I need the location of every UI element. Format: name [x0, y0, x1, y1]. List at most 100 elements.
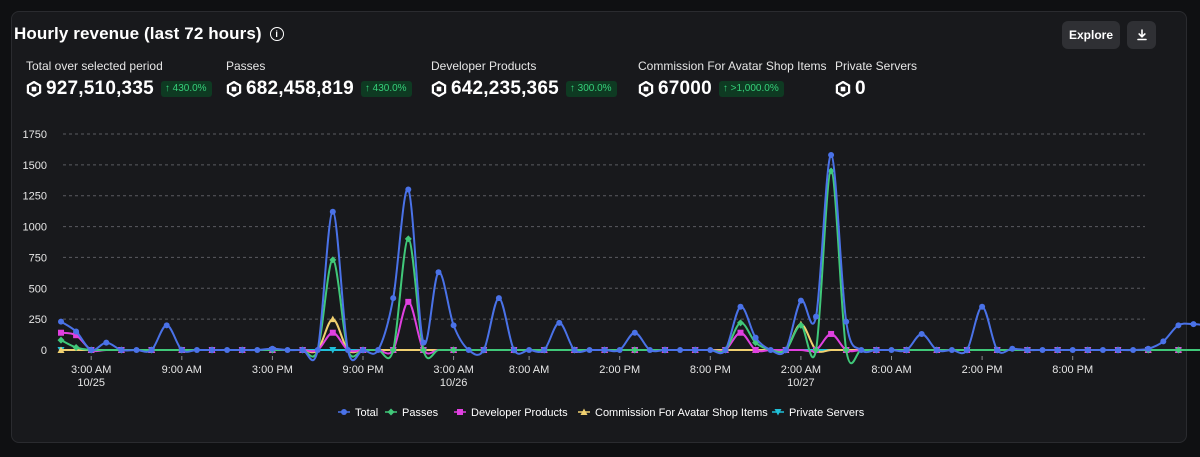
- data-point-total: [118, 347, 125, 353]
- data-point-total: [239, 347, 246, 353]
- data-point-total: [1084, 347, 1091, 353]
- x-tick-sublabel: 10/27: [787, 377, 815, 389]
- data-point-total: [284, 347, 291, 353]
- x-tick-sublabel: 10/25: [77, 377, 105, 389]
- robux-icon: [835, 81, 851, 97]
- data-point-total: [933, 347, 940, 353]
- data-point-passes: [329, 256, 337, 264]
- data-point-total: [752, 334, 759, 341]
- stat-value: 0: [855, 78, 866, 99]
- legend-label: Passes: [402, 407, 439, 419]
- legend-marker: [341, 409, 347, 415]
- data-point-total: [646, 347, 653, 353]
- data-point-total: [450, 322, 457, 329]
- y-tick-label: 1500: [23, 160, 47, 172]
- download-icon: [1136, 29, 1147, 41]
- y-tick-label: 1250: [23, 191, 47, 203]
- data-point-total: [511, 347, 517, 353]
- data-point-total: [1145, 345, 1152, 352]
- data-point-passes: [404, 235, 412, 243]
- download-button[interactable]: [1127, 21, 1156, 49]
- data-point-passes: [737, 319, 744, 327]
- data-point-total: [964, 347, 970, 353]
- x-tick-sublabel: 10/26: [440, 377, 468, 389]
- stat-label: Private Servers: [835, 59, 918, 73]
- data-point-total: [1115, 347, 1121, 353]
- data-point-total: [420, 339, 427, 346]
- x-tick-label: 8:00 PM: [1052, 364, 1093, 376]
- data-point-total: [224, 347, 231, 353]
- series-line-developer-products: [60, 300, 1200, 355]
- data-point-total: [888, 347, 895, 353]
- data-point-total: [782, 347, 789, 353]
- data-point-total: [1175, 322, 1182, 329]
- legend-label: Total: [355, 407, 378, 419]
- data-point-total: [163, 322, 170, 329]
- data-point-developer-products: [73, 332, 80, 339]
- data-point-developer-products: [737, 329, 744, 336]
- data-point-total: [828, 151, 835, 158]
- explore-button[interactable]: Explore: [1062, 21, 1120, 49]
- data-point-passes: [812, 346, 820, 354]
- data-point-total: [1054, 347, 1061, 353]
- data-point-total: [1130, 347, 1137, 353]
- card-title: Hourly revenue (last 72 hours) i: [14, 24, 284, 44]
- stat-total: Total over selected period 927,510,335 ↑…: [26, 59, 212, 100]
- x-tick-label: 3:00 AM: [433, 364, 473, 376]
- change-badge: ↑ 430.0%: [160, 81, 212, 97]
- data-point-total: [360, 347, 366, 353]
- stat-value: 682,458,819: [246, 78, 354, 99]
- data-point-total: [556, 319, 563, 326]
- data-point-passes: [797, 321, 805, 329]
- y-tick-label: 1000: [23, 222, 47, 234]
- legend-label: Developer Products: [471, 407, 568, 419]
- robux-icon: [26, 81, 42, 97]
- data-point-passes: [57, 336, 65, 344]
- legend-marker: [774, 409, 782, 416]
- data-point-passes: [827, 167, 835, 175]
- data-point-passes: [389, 346, 397, 354]
- data-point-developer-products: [329, 329, 336, 336]
- legend-marker: [580, 408, 588, 415]
- legend-label: Commission For Avatar Shop Items: [595, 407, 768, 419]
- data-point-total: [903, 347, 910, 353]
- data-point-total: [707, 347, 714, 353]
- legend-marker: [457, 409, 463, 415]
- data-point-total: [465, 347, 472, 353]
- stat-avatar-commission: Commission For Avatar Shop Items 67000 ↑…: [638, 59, 827, 100]
- change-badge: ↑ 430.0%: [360, 81, 412, 97]
- info-icon[interactable]: i: [269, 27, 284, 41]
- stat-value: 67000: [658, 78, 712, 99]
- data-point-total: [616, 347, 623, 353]
- data-point-total: [948, 347, 955, 353]
- change-badge: ↑ 300.0%: [565, 81, 617, 97]
- data-point-total: [692, 347, 699, 353]
- data-point-passes: [450, 346, 458, 354]
- data-point-passes: [72, 344, 80, 352]
- data-point-developer-products: [58, 329, 64, 336]
- robux-icon: [226, 81, 242, 97]
- x-tick-label: 8:00 AM: [871, 364, 911, 376]
- data-point-total: [873, 347, 880, 353]
- data-point-developer-products: [752, 347, 759, 353]
- stat-developer-products: Developer Products 642,235,365 ↑ 300.0%: [431, 59, 617, 100]
- data-point-private-servers: [329, 347, 337, 354]
- data-point-total: [767, 347, 774, 353]
- data-point-total: [918, 330, 925, 337]
- data-point-total: [88, 347, 95, 353]
- x-tick-label: 8:00 PM: [690, 364, 731, 376]
- x-tick-label: 2:00 PM: [599, 364, 640, 376]
- data-point-total: [133, 347, 140, 353]
- data-point-total: [843, 318, 850, 325]
- y-tick-label: 0: [41, 345, 47, 357]
- data-point-total: [480, 347, 487, 353]
- data-point-total: [571, 347, 578, 353]
- data-point-total: [148, 347, 155, 353]
- change-badge: ↑ >1,000.0%: [718, 81, 784, 97]
- data-point-total: [541, 347, 548, 353]
- data-point-total: [178, 347, 185, 353]
- data-point-total: [329, 208, 336, 215]
- stat-value: 927,510,335: [46, 78, 154, 99]
- y-tick-label: 250: [29, 314, 47, 326]
